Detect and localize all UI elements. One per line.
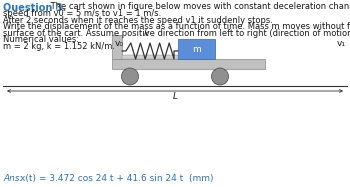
Text: Numerical values:: Numerical values: — [3, 35, 79, 44]
Text: v₀: v₀ — [115, 39, 124, 48]
Text: The cart shown in figure below moves with constant deceleration changing the: The cart shown in figure below moves wit… — [48, 2, 350, 11]
Text: x(t) = 3.472 cos 24 t + 41.6 sin 24 t  (mm): x(t) = 3.472 cos 24 t + 41.6 sin 24 t (m… — [20, 174, 213, 183]
Text: m = 2 kg, k = 1.152 kN/m.: m = 2 kg, k = 1.152 kN/m. — [3, 42, 115, 50]
Text: k: k — [144, 29, 149, 38]
Text: Ans:: Ans: — [3, 174, 26, 183]
Circle shape — [211, 68, 229, 85]
Text: surface of the cart. Assume positive direction from left to right (direction of : surface of the cart. Assume positive dir… — [3, 28, 350, 38]
Text: v₁: v₁ — [337, 39, 346, 48]
Bar — [112, 59, 265, 69]
Text: speed from v0 = 5 m/s to v1 = 1 m/s.: speed from v0 = 5 m/s to v1 = 1 m/s. — [3, 9, 161, 18]
Circle shape — [121, 68, 139, 85]
Bar — [112, 35, 122, 59]
Bar — [178, 39, 215, 59]
Bar — [122, 55, 178, 59]
Text: Question 3.: Question 3. — [3, 2, 66, 12]
Text: After 2 seconds when it reaches the speed v1 it suddenly stops.: After 2 seconds when it reaches the spee… — [3, 16, 273, 24]
Text: m: m — [192, 45, 201, 53]
Text: L: L — [173, 92, 177, 101]
Text: Write the displacement of the mass as a function of time. Mass m moves without f: Write the displacement of the mass as a … — [3, 22, 350, 31]
